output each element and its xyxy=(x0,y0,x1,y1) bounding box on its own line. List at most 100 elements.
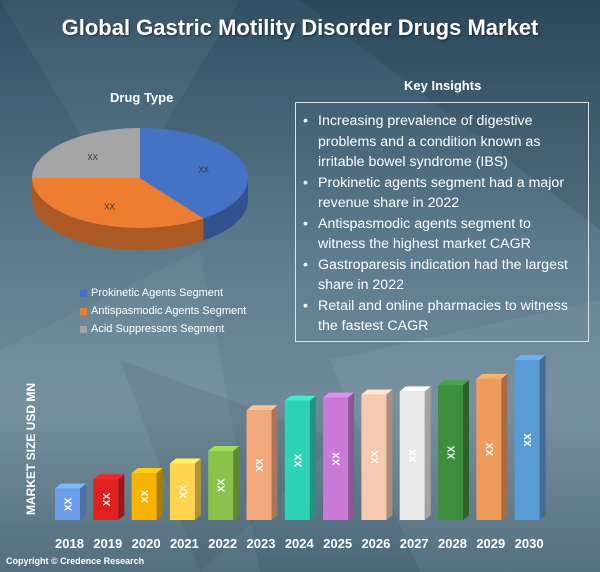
bar-front xyxy=(361,394,387,520)
bar-top xyxy=(399,386,431,392)
bar-front xyxy=(55,488,80,520)
x-tick-label: 2030 xyxy=(515,536,544,551)
x-tick-label: 2027 xyxy=(400,536,429,551)
insight-item: Retail and online pharmacies to witness … xyxy=(300,296,582,337)
bar-data-label: XX xyxy=(217,478,228,492)
bar xyxy=(55,483,86,520)
bar-front xyxy=(169,463,195,520)
pie-data-label: XX xyxy=(198,165,209,174)
pie-slice xyxy=(32,128,140,178)
bar-top xyxy=(438,380,469,386)
bar-front xyxy=(246,410,272,520)
legend-label: Antispasmodic Agents Segment xyxy=(91,305,247,317)
insight-item: Antispasmodic agents segment to witness … xyxy=(300,214,582,255)
legend-entry: Prokinetic Agents Segment xyxy=(80,284,246,302)
x-tick-label: 2025 xyxy=(323,536,352,551)
insights-heading: Key Insights xyxy=(404,78,482,93)
pie-slice xyxy=(31,178,204,228)
x-tick-label: 2021 xyxy=(170,536,199,551)
bar-top xyxy=(131,467,163,473)
bar xyxy=(514,355,546,520)
legend-entry: Acid Suppressors Segment xyxy=(80,320,246,338)
bar-top xyxy=(514,355,546,360)
bar-side xyxy=(156,467,163,520)
legend-label: Prokinetic Agents Segment xyxy=(91,287,224,299)
bar-side xyxy=(233,445,240,520)
insight-item: Prokinetic agents segment had a major re… xyxy=(300,173,582,214)
bar-side xyxy=(80,483,86,520)
bar xyxy=(361,389,393,520)
bar-front xyxy=(284,400,310,520)
bar xyxy=(438,380,469,520)
pie-chart: XX XX XX xyxy=(31,128,248,250)
insight-item: Gastroparesis indication had the largest… xyxy=(300,255,582,296)
bar-front xyxy=(514,360,540,520)
insights-list: Increasing prevalence of digestive probl… xyxy=(300,111,582,337)
page-title: Global Gastric Motility Disorder Drugs M… xyxy=(61,15,539,40)
bar xyxy=(323,392,355,520)
bar-data-label: XX xyxy=(255,458,266,472)
bar-top xyxy=(323,392,355,398)
legend-entry: Antispasmodic Agents Segment xyxy=(80,302,246,320)
bar-front xyxy=(323,397,349,520)
bar-front xyxy=(131,472,157,520)
pie-data-label: XX xyxy=(104,203,115,212)
bar xyxy=(208,445,240,520)
bar-front xyxy=(93,479,119,520)
x-tick-label: 2022 xyxy=(208,536,237,551)
legend-swatch xyxy=(80,325,87,333)
bar xyxy=(93,474,125,520)
bar-data-label: XX xyxy=(370,450,381,464)
bar-top xyxy=(246,405,278,411)
pie-slice-side xyxy=(203,178,248,241)
x-tick-label: 2024 xyxy=(285,536,315,551)
bar-side xyxy=(463,380,469,520)
legend-swatch xyxy=(80,307,87,315)
bar xyxy=(284,395,316,520)
bar-data-label: XX xyxy=(332,452,343,466)
bar-front xyxy=(399,391,425,520)
bar xyxy=(399,386,431,520)
pie-heading: Drug Type xyxy=(110,90,174,105)
bar-side xyxy=(386,389,393,520)
bar-top xyxy=(169,458,201,464)
bar-side xyxy=(501,373,508,520)
legend-label: Acid Suppressors Segment xyxy=(91,323,225,335)
bar xyxy=(169,458,201,520)
bar-data-label: XX xyxy=(64,497,75,511)
x-tick-label: 2028 xyxy=(438,536,467,551)
pie-data-label: XX xyxy=(87,153,98,162)
bar-front xyxy=(438,385,463,520)
bar-top xyxy=(208,445,240,451)
bar xyxy=(246,405,278,520)
bar-data-label: XX xyxy=(178,485,189,499)
x-tick-label: 2020 xyxy=(132,536,161,551)
pie-slice-side xyxy=(31,178,204,250)
bar-top xyxy=(93,474,125,480)
x-tick-label: 2023 xyxy=(247,536,276,551)
bar-top xyxy=(55,483,86,489)
copyright-text: Copyright © Credence Research xyxy=(6,556,145,566)
bar-side xyxy=(424,386,431,520)
bar-data-label: XX xyxy=(523,433,534,447)
insight-item: Increasing prevalence of digestive probl… xyxy=(300,111,582,173)
bar-data-label: XX xyxy=(102,493,113,507)
bar-side xyxy=(309,395,316,520)
key-insights-box: Increasing prevalence of digestive probl… xyxy=(295,102,589,342)
bar-data-label: XX xyxy=(447,446,458,460)
bar-side xyxy=(118,474,125,520)
bar-front xyxy=(476,378,502,520)
x-tick-label: 2029 xyxy=(476,536,505,551)
pie-legend: Prokinetic Agents Segment Antispasmodic A… xyxy=(80,284,246,338)
x-tick-label: 2026 xyxy=(361,536,390,551)
bar-side xyxy=(194,458,201,520)
bar-data-label: XX xyxy=(293,453,304,467)
bar xyxy=(476,373,508,520)
bar-side xyxy=(539,355,546,520)
bar-data-label: XX xyxy=(485,442,496,456)
legend-swatch xyxy=(80,289,87,297)
bar-side xyxy=(348,392,355,520)
bar xyxy=(131,467,163,520)
bar-data-label: XX xyxy=(140,489,151,503)
